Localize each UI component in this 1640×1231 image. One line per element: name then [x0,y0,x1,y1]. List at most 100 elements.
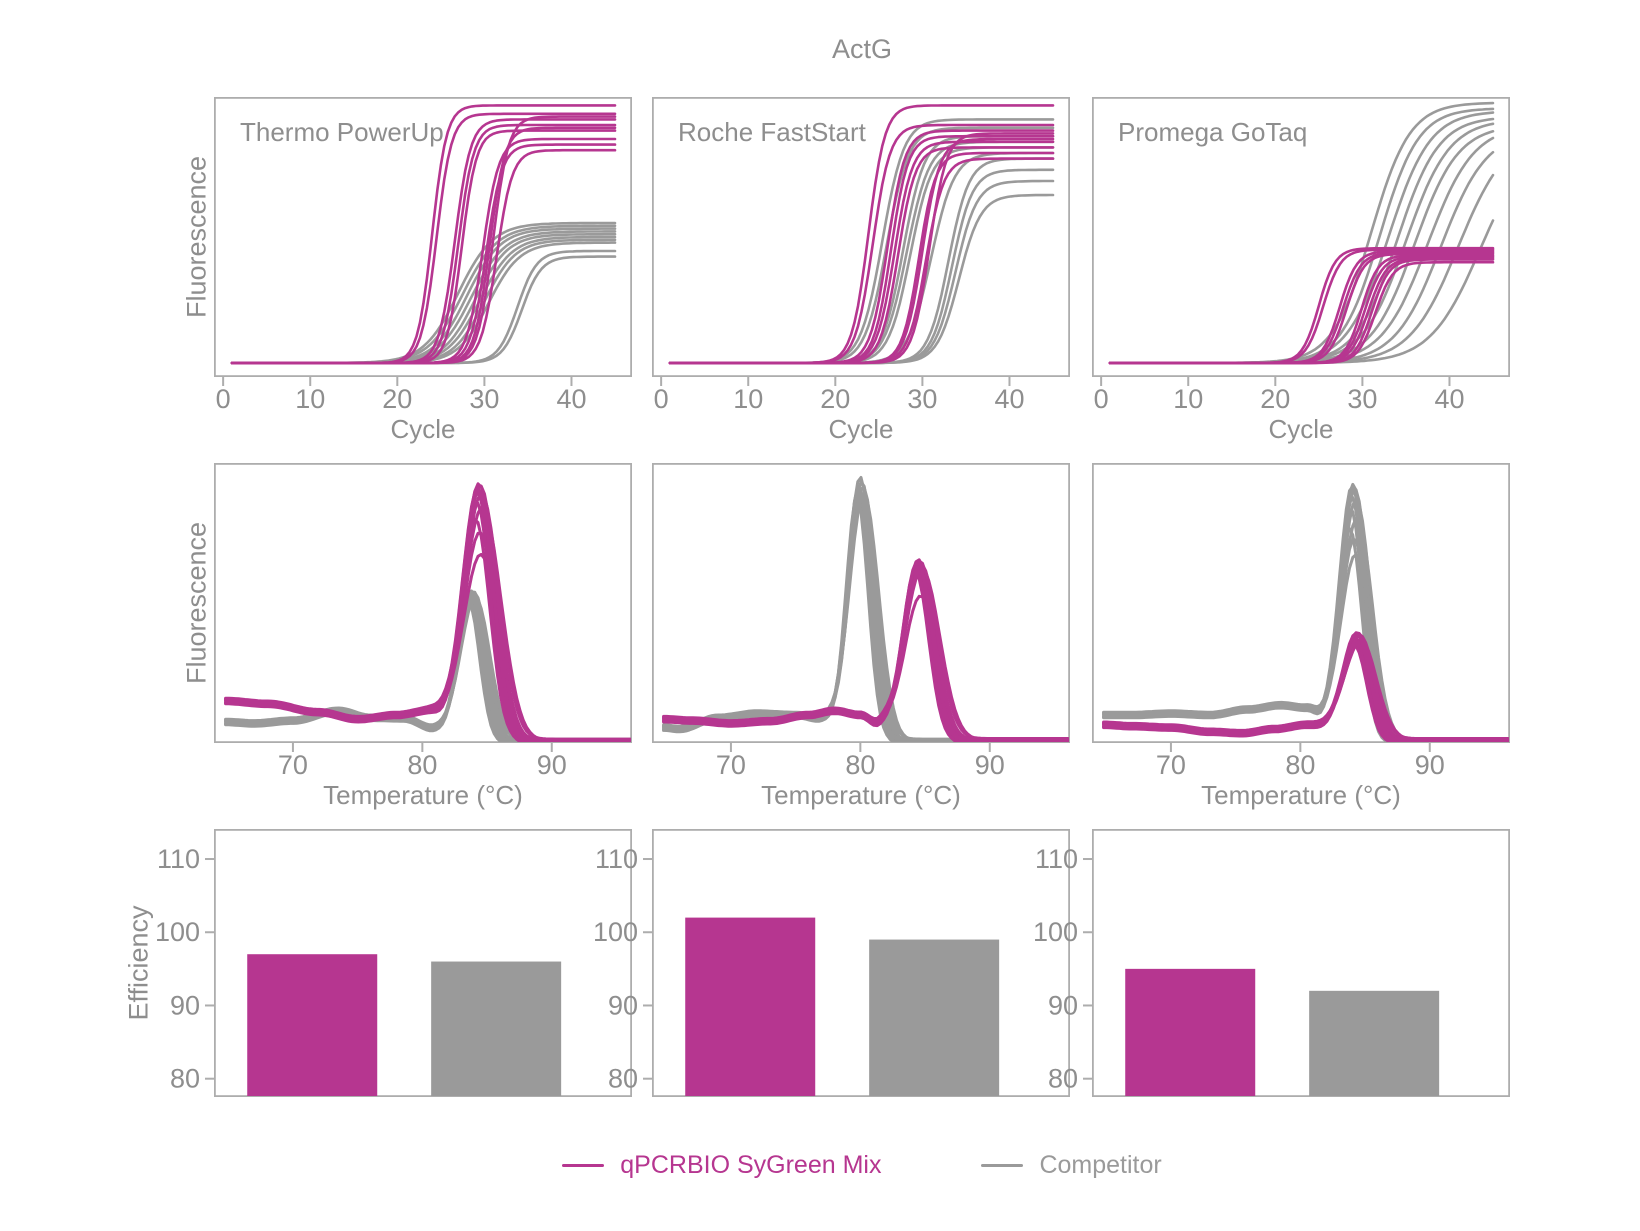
efficiency-bar-competitor [1309,990,1440,1096]
melt-curve-sygreen [1102,631,1509,742]
y-tick-label: 100 [155,917,200,947]
plot-border [652,828,1071,1098]
amplification-curve-competitor [668,179,1055,365]
melt-curve-plot-thermo-powerup: 70 80 90 Temperature (°C) [213,462,633,810]
x-axis-title: Temperature (°C) [761,780,961,810]
amplification-plot-promega-gotaq: 0 10 20 30 40 Cycle Promega GoTaq [1091,96,1511,444]
x-axis-title: Temperature (°C) [1201,780,1401,810]
melt-curve-competitor [1102,482,1509,742]
plot-border [1092,828,1511,1098]
amplification-curve-sygreen [1108,252,1495,365]
amplification-curve-competitor [668,118,1055,365]
x-tick-label: 10 [733,384,763,414]
y-tick-label: 110 [157,844,200,874]
plot-border [213,462,633,744]
efficiency-bar-chart-roche-faststart: 80 90 100 110 [593,828,1071,1098]
legend-label-competitor: Competitor [1039,1150,1162,1179]
x-axis-title: Cycle [1268,414,1333,444]
x-axis-title: Temperature (°C) [323,780,523,810]
x-tick-label: 70 [1156,750,1186,780]
figure-title: ActG [831,34,892,64]
x-tick-label: 90 [975,750,1005,780]
amplification-curve-sygreen [1108,253,1495,365]
melt-curve-competitor [1102,484,1509,742]
plot-border [1091,462,1511,744]
y-tick-label: 90 [1048,990,1078,1020]
y-tick-label: 90 [170,990,200,1020]
melt-curve-competitor [1102,497,1509,741]
amplification-curve-sygreen [1108,246,1495,365]
amplification-curve-competitor [668,126,1055,365]
y-tick-label: 110 [595,844,638,874]
y-tick-label: 90 [608,990,638,1020]
x-tick-label: 30 [907,384,937,414]
competitor-line-swatch-icon [981,1163,1024,1167]
x-tick-label: 40 [556,384,586,414]
amplification-plot-thermo-powerup: 0 10 20 30 40 Cycle Thermo PowerUp [213,96,633,444]
x-tick-label: 70 [716,750,746,780]
legend-item-sygreen: qPCRBIO SyGreen Mix [562,1151,881,1180]
x-tick-label: 80 [845,750,875,780]
efficiency-bar-sygreen [685,917,816,1096]
x-tick-label: 20 [1260,384,1290,414]
x-tick-label: 90 [537,750,567,780]
y-axis-label-melt: Fluorescence [181,521,212,685]
sygreen-line-swatch-icon [562,1163,605,1167]
amplification-curve-sygreen [1108,255,1495,365]
panel-label: Thermo PowerUp [240,117,444,147]
x-tick-label: 20 [820,384,850,414]
x-tick-label: 0 [216,384,231,414]
melt-curve-competitor [224,589,631,742]
y-tick-label: 80 [170,1064,200,1094]
amplification-curve-sygreen [1108,249,1495,365]
amplification-curve-competitor [1108,122,1495,365]
plot-border [651,462,1071,744]
x-tick-label: 0 [1094,384,1109,414]
plot-border [651,96,1071,378]
x-tick-label: 40 [994,384,1024,414]
legend-label-sygreen: qPCRBIO SyGreen Mix [620,1150,882,1179]
efficiency-bar-sygreen [247,954,378,1096]
legend-item-competitor: Competitor [981,1150,1162,1180]
x-tick-label: 30 [469,384,499,414]
melt-curve-competitor [1102,488,1509,742]
legend: qPCRBIO SyGreen Mix Competitor [214,1142,1510,1188]
x-tick-label: 80 [407,750,437,780]
efficiency-bar-competitor [431,961,562,1096]
x-axis-title: Cycle [390,414,455,444]
y-tick-label: 110 [1035,844,1078,874]
melt-curve-sygreen [662,560,1069,742]
y-tick-label: 80 [1048,1064,1078,1094]
x-tick-label: 40 [1434,384,1464,414]
amplification-curve-sygreen [1108,260,1495,365]
plot-border [214,828,633,1098]
efficiency-bar-competitor [869,939,1000,1096]
melt-curve-sygreen [224,492,631,741]
amplification-plot-roche-faststart: 0 10 20 30 40 Cycle Roche FastStart [651,96,1071,444]
x-tick-label: 10 [1173,384,1203,414]
amplification-curve-competitor [1108,219,1495,365]
panel-label: Roche FastStart [678,117,867,147]
x-tick-label: 30 [1347,384,1377,414]
y-tick-label: 100 [1033,917,1078,947]
y-tick-label: 80 [608,1064,638,1094]
amplification-curve-sygreen [1108,251,1495,365]
x-tick-label: 20 [382,384,412,414]
amplification-curve-sygreen [668,132,1055,365]
y-axis-label-amplification: Fluorescence [181,155,212,319]
x-tick-label: 70 [278,750,308,780]
amplification-curve-competitor [1108,107,1495,365]
efficiency-bar-chart-promega-gotaq: 80 90 100 110 [1033,828,1511,1098]
plot-border [213,96,633,378]
efficiency-bar-chart-thermo-powerup: 80 90 100 110 [155,828,633,1098]
efficiency-bar-sygreen [1125,968,1256,1096]
panel-label: Promega GoTaq [1118,117,1307,147]
melt-curve-competitor [224,593,631,742]
x-tick-label: 0 [654,384,669,414]
y-tick-label: 100 [593,917,638,947]
melt-curve-sygreen [1102,642,1509,741]
melt-curve-sygreen [662,563,1069,740]
x-tick-label: 80 [1285,750,1315,780]
amplification-curve-competitor [1108,173,1495,365]
